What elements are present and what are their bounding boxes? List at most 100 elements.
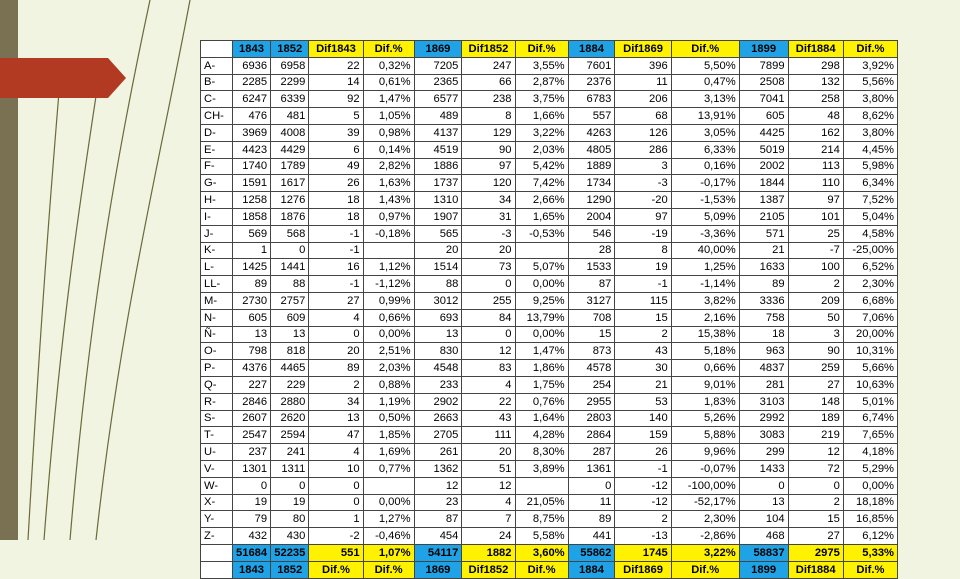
table-cell: 51684: [231, 543, 272, 562]
table-cell: 605: [231, 308, 272, 327]
table-cell: 2: [787, 493, 844, 512]
table-cell: 49: [308, 157, 364, 176]
table-cell: 1: [308, 510, 364, 529]
table-cell: 5,26%: [670, 409, 740, 428]
table-cell: 3127: [567, 291, 616, 310]
table-cell: 79: [231, 510, 272, 529]
table-cell: 10,31%: [842, 342, 899, 361]
table-cell: 0,61%: [362, 73, 415, 92]
table-cell: 2: [308, 375, 364, 394]
table-cell: 233: [413, 375, 463, 394]
table-cell: 3,13%: [670, 90, 740, 109]
table-cell: 0: [567, 476, 616, 495]
table-cell: 111: [461, 426, 516, 445]
table-cell: 255: [461, 291, 516, 310]
table-cell: 1899: [738, 560, 789, 579]
table-cell: 3,80%: [842, 90, 899, 109]
table-cell: 47: [308, 426, 364, 445]
table-cell: 481: [270, 107, 310, 125]
table-cell: -0,46%: [362, 527, 415, 545]
table-cell: 13: [231, 325, 272, 344]
row-label-cell: D-: [200, 123, 233, 142]
table-cell: 557: [567, 107, 616, 125]
table-cell: 26: [614, 443, 672, 461]
table-cell: -0,18%: [362, 224, 415, 243]
table-row: I- 1858 1876 18 0,97% 1907 31 1,65% 2004 97 5,09% 2…: [200, 207, 899, 226]
table-cell: 27: [787, 375, 844, 394]
table-cell: 0: [231, 476, 272, 495]
header-row: 1843 1852 Dif1843 Dif.% 1869 Dif1852 Dif.% 1884…: [200, 40, 899, 58]
table-cell: 1789: [270, 157, 310, 176]
table-cell: 97: [787, 191, 844, 209]
row-label-cell: Q-: [200, 375, 233, 394]
table-cell: 0,50%: [362, 409, 415, 428]
table-cell: Dif.%: [514, 40, 569, 58]
table-cell: 0,16%: [670, 157, 740, 176]
table-cell: 1,12%: [362, 258, 415, 277]
table-cell: 6247: [231, 90, 272, 109]
table-cell: 159: [614, 426, 672, 445]
table-cell: 51: [461, 459, 516, 478]
table-cell: 2365: [413, 73, 463, 92]
table-cell: 1907: [413, 207, 463, 226]
table-cell: 3,92%: [842, 56, 899, 75]
table-cell: 1844: [738, 174, 789, 193]
table-cell: 0: [787, 476, 844, 495]
row-label-cell: T-: [200, 426, 233, 445]
table-cell: 2,16%: [670, 308, 740, 327]
table-cell: 1,63%: [362, 174, 415, 193]
table-cell: 8: [614, 241, 672, 260]
table-cell: 0,88%: [362, 375, 415, 394]
table-cell: 27: [308, 291, 364, 310]
table-cell: 2992: [738, 409, 789, 428]
table-cell: -1: [308, 241, 364, 260]
table-cell: 21,05%: [514, 493, 569, 512]
table-cell: 3336: [738, 291, 789, 310]
table-cell: 90: [461, 140, 516, 159]
table-cell: 89: [231, 275, 272, 293]
table-cell: 2757: [270, 291, 310, 310]
table-cell: 1,85%: [362, 426, 415, 445]
table-cell: 1290: [567, 191, 616, 209]
table-cell: 7041: [738, 90, 789, 109]
table-cell: 8,30%: [514, 443, 569, 461]
table-cell: 1310: [413, 191, 463, 209]
table-row: G- 1591 1617 26 1,63% 1737 120 7,42% 1734 -3 -0,17…: [200, 174, 899, 193]
table-cell: 206: [614, 90, 672, 109]
table-cell: 258: [787, 90, 844, 109]
table-cell: 22: [461, 392, 516, 411]
table-cell: 468: [738, 527, 789, 545]
table-cell: 20: [308, 342, 364, 361]
table-cell: 1311: [270, 459, 310, 478]
table-cell: 4,58%: [842, 224, 899, 243]
table-cell: 7,42%: [514, 174, 569, 193]
table-cell: 0,47%: [670, 73, 740, 92]
table-cell: -3,36%: [670, 224, 740, 243]
table-cell: 2955: [567, 392, 616, 411]
table-cell: 1514: [413, 258, 463, 277]
table-cell: 565: [413, 224, 463, 243]
table-cell: 3,60%: [514, 543, 569, 562]
table-cell: 2620: [270, 409, 310, 428]
table-row: CH- 476 481 5 1,05% 489 8 1,66% 557 68 13,91% 605 48…: [200, 107, 899, 125]
table-row: Ñ- 13 13 0 0,00% 13 0 0,00% 15 2 15,38% 18 3 20,00%: [200, 325, 899, 344]
census-table: 1843 1852 Dif1843 Dif.% 1869 Dif1852 Dif.% 1884…: [200, 40, 899, 579]
table-cell: 247: [461, 56, 516, 75]
table-cell: 4423: [231, 140, 272, 159]
table-cell: 261: [413, 443, 463, 461]
table-cell: 227: [231, 375, 272, 394]
table-cell: 14: [308, 73, 364, 92]
table-cell: -0,17%: [670, 174, 740, 193]
table-cell: 1633: [738, 258, 789, 277]
table-cell: 148: [787, 392, 844, 411]
table-cell: 12: [461, 342, 516, 361]
row-label-cell: R-: [200, 392, 233, 411]
table-cell: 1433: [738, 459, 789, 478]
table-cell: Dif.%: [362, 40, 415, 58]
table-cell: 0,32%: [362, 56, 415, 75]
table-cell: 2,82%: [362, 157, 415, 176]
table-cell: 1852: [270, 40, 310, 58]
table-cell: 0,76%: [514, 392, 569, 411]
row-label-cell: [200, 40, 233, 58]
table-cell: 66: [461, 73, 516, 92]
